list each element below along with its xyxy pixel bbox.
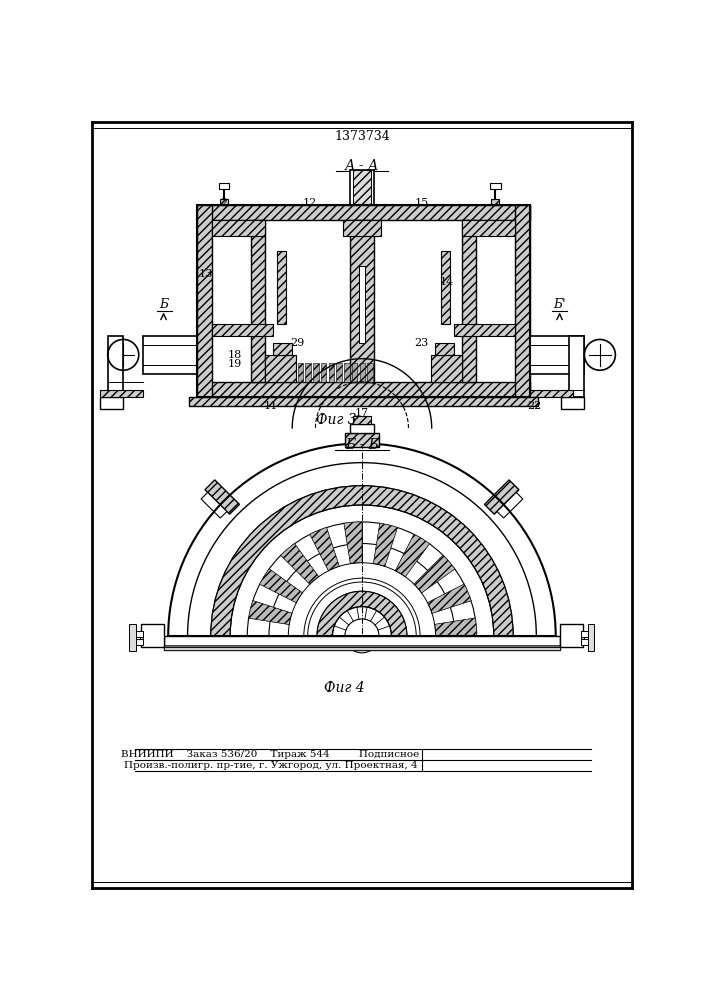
Text: 1373734: 1373734 xyxy=(334,130,390,143)
Bar xyxy=(580,631,585,641)
Text: 23: 23 xyxy=(414,338,428,348)
Text: Б': Б' xyxy=(554,298,566,311)
Bar xyxy=(435,343,454,355)
Bar xyxy=(454,324,515,336)
Bar xyxy=(129,639,144,645)
Bar xyxy=(580,639,595,645)
Wedge shape xyxy=(281,544,319,584)
Bar xyxy=(441,251,450,324)
Bar xyxy=(107,336,123,397)
Bar xyxy=(189,397,538,406)
Bar xyxy=(580,631,595,637)
Wedge shape xyxy=(428,584,471,613)
Bar xyxy=(164,636,559,650)
Bar xyxy=(212,220,265,235)
Bar xyxy=(561,397,585,409)
Wedge shape xyxy=(414,555,455,593)
Text: 14: 14 xyxy=(439,277,454,287)
Text: 13: 13 xyxy=(199,269,214,279)
Bar xyxy=(569,336,585,397)
Bar xyxy=(345,433,379,447)
Wedge shape xyxy=(211,486,513,636)
Text: 15: 15 xyxy=(414,198,428,208)
Bar xyxy=(129,631,144,637)
Text: А - А: А - А xyxy=(345,159,379,173)
Bar xyxy=(490,183,501,189)
Bar xyxy=(353,416,371,424)
Bar xyxy=(431,355,462,382)
Bar xyxy=(559,624,583,647)
Bar xyxy=(353,170,371,205)
Text: 19: 19 xyxy=(228,359,242,369)
Bar xyxy=(143,336,197,374)
Wedge shape xyxy=(435,618,477,636)
Bar xyxy=(251,220,265,382)
Bar xyxy=(212,324,273,336)
Wedge shape xyxy=(317,591,407,636)
Bar xyxy=(298,363,303,382)
Bar xyxy=(337,363,341,382)
Bar xyxy=(462,220,515,235)
Bar xyxy=(276,251,286,324)
Text: 2: 2 xyxy=(221,198,228,208)
Text: 22: 22 xyxy=(527,401,541,411)
Bar xyxy=(197,382,530,397)
Bar xyxy=(359,266,365,343)
Wedge shape xyxy=(373,523,397,566)
Bar xyxy=(321,363,327,382)
Bar xyxy=(141,624,164,647)
Bar xyxy=(265,355,296,382)
Bar xyxy=(100,389,143,397)
Bar xyxy=(352,363,357,382)
Bar xyxy=(197,205,530,397)
Wedge shape xyxy=(395,534,429,577)
Text: Б - Б: Б - Б xyxy=(345,438,379,452)
Text: ВНИИПИ    Заказ 536/20    Тираж 544         Подписное: ВНИИПИ Заказ 536/20 Тираж 544 Подписное xyxy=(122,750,420,759)
Text: 29: 29 xyxy=(291,338,305,348)
Bar xyxy=(491,199,499,205)
Bar xyxy=(201,492,227,518)
Text: 12: 12 xyxy=(303,198,317,208)
Bar xyxy=(497,492,522,518)
Wedge shape xyxy=(249,601,292,624)
Bar xyxy=(368,363,373,382)
Bar xyxy=(588,624,595,651)
Text: Б: Б xyxy=(159,298,168,311)
Bar xyxy=(329,363,334,382)
Bar xyxy=(343,220,381,235)
Bar xyxy=(313,363,319,382)
Bar xyxy=(139,631,144,641)
Bar xyxy=(530,389,573,397)
Wedge shape xyxy=(310,528,339,571)
Text: 18: 18 xyxy=(228,350,242,360)
Text: Фиг 3: Фиг 3 xyxy=(316,413,357,427)
Bar xyxy=(530,336,585,374)
Bar xyxy=(164,645,559,650)
Bar xyxy=(349,424,374,433)
Text: Фиг 4: Фиг 4 xyxy=(324,681,364,695)
Bar xyxy=(305,363,311,382)
Bar xyxy=(515,205,530,397)
Bar xyxy=(351,220,373,382)
Bar xyxy=(351,170,373,205)
Bar xyxy=(220,199,228,205)
Bar xyxy=(484,480,519,514)
Bar xyxy=(218,183,230,189)
Bar xyxy=(205,480,240,514)
Bar xyxy=(197,205,530,220)
Bar xyxy=(462,220,476,382)
Bar xyxy=(197,205,212,397)
Bar xyxy=(344,363,349,382)
Text: 17: 17 xyxy=(355,408,369,418)
Wedge shape xyxy=(259,569,303,603)
Bar xyxy=(360,363,365,382)
Bar xyxy=(273,343,292,355)
Text: 11: 11 xyxy=(264,401,278,411)
Wedge shape xyxy=(344,522,362,564)
Bar xyxy=(100,397,123,409)
Bar xyxy=(129,624,136,651)
Text: Произв.-полигр. пр-тие, г. Ужгород, ул. Проектная, 4: Произв.-полигр. пр-тие, г. Ужгород, ул. … xyxy=(124,761,417,770)
